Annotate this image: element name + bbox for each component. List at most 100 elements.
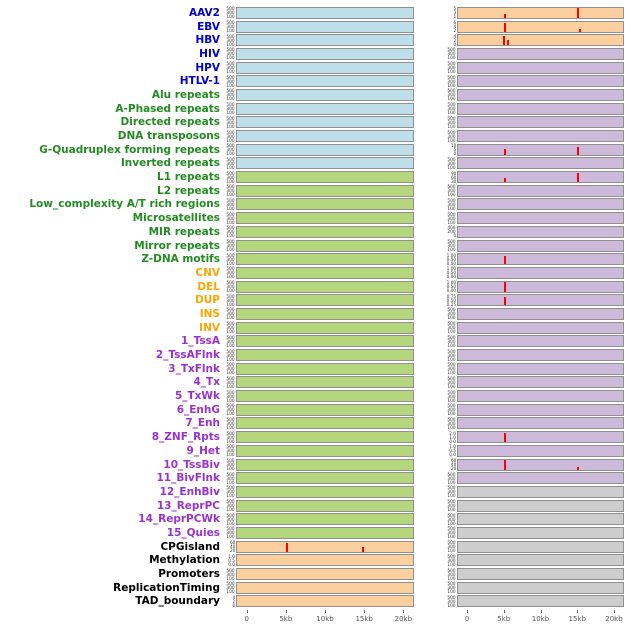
y-axis-tick-label: 500 bbox=[226, 212, 235, 218]
y-axis-tick-label: 300 bbox=[226, 79, 235, 85]
y-axis-tick-label: 300 bbox=[226, 133, 235, 140]
track-panel-left bbox=[236, 595, 414, 608]
track-panel-left bbox=[236, 34, 414, 47]
x-axis-tick-label: 5kb bbox=[279, 615, 293, 623]
y-axis-ticks-left: 500 300 100 bbox=[224, 363, 236, 376]
y-axis-tick-label: 100 bbox=[226, 28, 235, 34]
track-row: Low_complexity A/T rich regions 500 300 100… bbox=[0, 198, 630, 212]
track-panel-left bbox=[236, 568, 414, 581]
track-panel-right bbox=[457, 513, 624, 526]
y-axis-tick-label: 100 bbox=[226, 452, 235, 458]
y-axis-ticks-right: 500 300 100 bbox=[444, 567, 457, 580]
x-axis-tick-label: 15kb bbox=[568, 615, 586, 623]
y-axis-tick-label: 500 bbox=[447, 540, 456, 546]
y-axis-tick-label: 500 bbox=[226, 225, 235, 231]
track-panel-left bbox=[236, 116, 414, 129]
y-axis-ticks-right: 500 300 100 bbox=[444, 582, 457, 594]
y-axis-tick-label: 500 bbox=[226, 567, 235, 574]
y-axis-tick-label: 100 bbox=[447, 329, 456, 335]
track-row: 2_TssAFlnk 500 300 100 500 300 100 bbox=[0, 348, 630, 362]
y-axis-ticks-right: 10 5 0 bbox=[444, 144, 457, 156]
y-axis-tick-label: 500 bbox=[447, 567, 456, 574]
track-label: 11_BivFlnk bbox=[156, 472, 220, 485]
y-axis-ticks-right: 500 300 100 bbox=[444, 596, 457, 608]
track-label: 8_ZNF_Rpts bbox=[151, 431, 220, 444]
x-axis-left: 0 5kb 10kb 15kb 20kb bbox=[236, 610, 414, 628]
y-axis-tick-label: 500 bbox=[447, 184, 456, 190]
y-axis-tick-label: 500 bbox=[226, 485, 235, 491]
y-axis-tick-label: 300 bbox=[226, 380, 235, 386]
y-axis-tick-label: 100 bbox=[447, 220, 456, 226]
track-label: 13_ReprPC bbox=[156, 499, 220, 512]
track-row: 13_ReprPC 500 300 100 500 300 100 bbox=[0, 499, 630, 513]
y-axis-tick-label: 100 bbox=[226, 315, 235, 322]
y-axis-tick-label: 300 bbox=[226, 530, 235, 537]
track-panel-left bbox=[236, 472, 414, 485]
y-axis-tick-label: 500 bbox=[226, 239, 235, 245]
y-axis-tick-label: 100 bbox=[447, 192, 456, 198]
y-axis-tick-label: 100 bbox=[447, 110, 456, 116]
y-axis-tick-label: 500 bbox=[226, 171, 235, 177]
y-axis-tick-label: 100 bbox=[226, 480, 235, 486]
track-label: Directed repeats bbox=[120, 116, 220, 129]
peak-marker bbox=[504, 23, 507, 32]
track-panel-left bbox=[236, 143, 414, 156]
track-row: 15_Quies 500 300 100 500 300 100 bbox=[0, 526, 630, 540]
y-axis-ticks-left: 500 300 100 bbox=[224, 89, 236, 101]
y-axis-tick-label: 300 bbox=[226, 216, 235, 222]
y-axis-tick-label: 300 bbox=[226, 366, 235, 372]
peak-marker bbox=[504, 13, 507, 18]
track-panel-left bbox=[236, 47, 414, 60]
y-axis-tick-label: 5 bbox=[453, 147, 456, 153]
track-row: 10_TssBiv 500 300 100 60 40 20 bbox=[0, 458, 630, 472]
y-axis-tick-label: 1.0 bbox=[228, 554, 235, 560]
y-axis-tick-label: 300 bbox=[447, 133, 456, 140]
track-row: HTLV-1 500 300 100 500 300 100 bbox=[0, 74, 630, 88]
track-panel-left bbox=[236, 280, 414, 293]
y-axis-tick-label: 300 bbox=[226, 38, 235, 44]
y-axis-ticks-right: 1.00 0.50 0.00 bbox=[444, 254, 457, 266]
y-axis-tick-label: 300 bbox=[447, 92, 456, 99]
track-row: INS 500 300 100 500 300 100 bbox=[0, 307, 630, 321]
y-axis-tick-label: 500 bbox=[447, 526, 456, 533]
y-axis-ticks-right: 1.0 0.5 0.0 bbox=[444, 445, 457, 457]
y-axis-tick-label: 0.75 bbox=[446, 294, 456, 300]
track-panel-right bbox=[457, 239, 624, 252]
x-axis-tick-label: 0 bbox=[464, 615, 470, 623]
track-label: Low_complexity A/T rich regions bbox=[29, 198, 220, 211]
y-axis-tick-label: 100 bbox=[226, 521, 235, 527]
peak-marker bbox=[504, 460, 507, 470]
y-axis-tick-label: 0.00 bbox=[446, 274, 456, 280]
track-panel-left bbox=[236, 376, 414, 389]
track-panel-right bbox=[457, 403, 624, 416]
peak-marker bbox=[286, 543, 289, 552]
y-axis-tick-label: 100 bbox=[226, 124, 235, 130]
y-axis-tick-label: 90 bbox=[450, 171, 456, 177]
y-axis-tick-label: 60 bbox=[450, 175, 456, 181]
y-axis-tick-label: 100 bbox=[226, 83, 235, 89]
y-axis-tick-label: 500 bbox=[226, 253, 235, 259]
y-axis-ticks-right: 1.00 0.50 0.00 bbox=[444, 267, 457, 280]
y-axis-ticks-left: 500 300 100 bbox=[224, 158, 236, 170]
peak-marker bbox=[504, 282, 507, 292]
y-axis-tick-label: 300 bbox=[447, 489, 456, 495]
y-axis-tick-label: 500 bbox=[226, 61, 235, 67]
y-axis-tick-label: 100 bbox=[226, 233, 235, 239]
y-axis-tick-label: 100 bbox=[226, 575, 235, 582]
track-row: Mirror repeats 500 300 100 500 300 100 bbox=[0, 239, 630, 253]
y-axis-tick-label: 300 bbox=[447, 325, 456, 331]
x-axis-tickmark bbox=[403, 610, 405, 613]
tracks-container: AAV2 500 300 100 5 3 1 EBV 500 300 100 6 4 2 HBV 500 300… bbox=[0, 6, 630, 608]
y-axis-ticks-right: 500 300 100 bbox=[444, 485, 457, 498]
y-axis-tick-label: 100 bbox=[226, 370, 235, 376]
y-axis-ticks-left: 500 300 100 bbox=[224, 336, 236, 348]
track-row: ReplicationTiming 500 300 100 500 300 100 bbox=[0, 581, 630, 595]
track-panel-left bbox=[236, 294, 414, 307]
y-axis-tick-label: 300 bbox=[447, 571, 456, 578]
y-axis-ticks-left: 500 300 100 bbox=[224, 212, 236, 225]
y-axis-tick-label: 300 bbox=[226, 503, 235, 509]
track-label: ReplicationTiming bbox=[113, 581, 220, 594]
y-axis-tick-label: 500 bbox=[447, 485, 456, 491]
track-panel-left bbox=[236, 88, 414, 101]
y-axis-tick-label: 300 bbox=[226, 571, 235, 578]
